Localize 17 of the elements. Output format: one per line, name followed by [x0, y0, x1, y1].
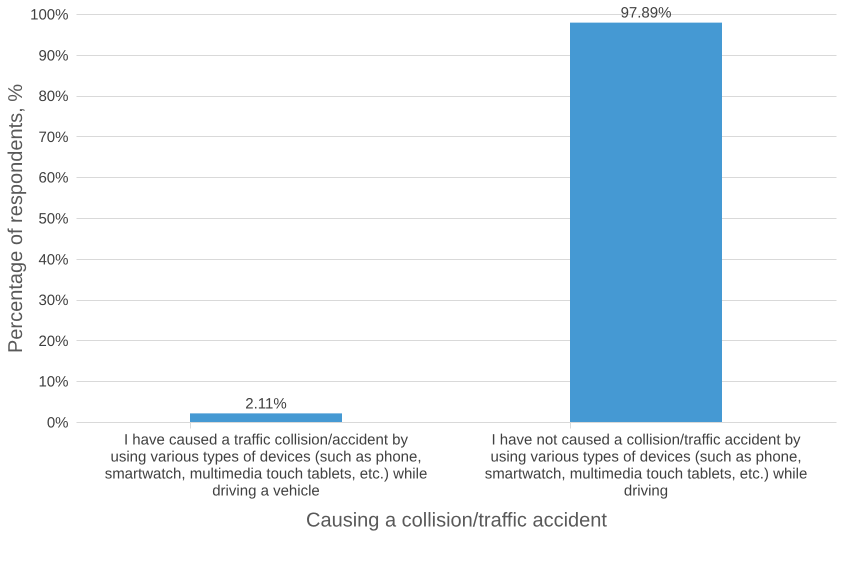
y-tick-label: 30% [38, 292, 68, 310]
y-tick-label: 60% [38, 170, 68, 187]
y-tick-label: 10% [38, 374, 68, 391]
y-tick-label: 50% [38, 210, 68, 228]
y-tick-label: 100% [30, 6, 68, 24]
x-tick-label: I have not caused a collision/traffic accident by using various types of devices (such as phone, smartwatch, multimedia touch tablets, etc.) while driving [484, 432, 808, 500]
y-tick-label: 0% [46, 414, 68, 432]
y-tick-label: 20% [38, 332, 68, 350]
data-label: 97.89% [620, 4, 672, 22]
y-tick-label: 70% [38, 128, 68, 146]
y-tick-label: 90% [38, 47, 68, 64]
data-label: 2.11% [245, 395, 287, 412]
y-tick-label: 40% [38, 251, 68, 268]
y-axis-title: Percentage of respondents, % [5, 84, 28, 354]
y-tick-label: 80% [38, 88, 68, 106]
x-tick-label: I have caused a traffic collision/accident by using various types of devices (such as phone, smartwatch, multimedia touch tablets, etc.) while driving a vehicle [104, 432, 428, 500]
x-axis-title: Causing a collision/traffic accident [306, 510, 608, 532]
